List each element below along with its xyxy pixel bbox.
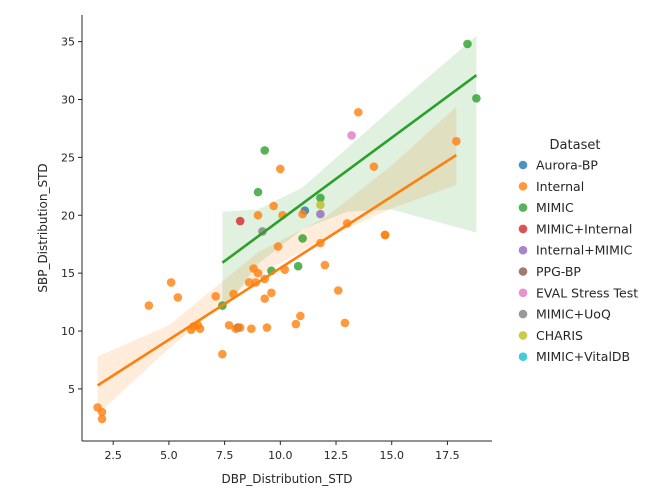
data-point-internal [166, 278, 176, 287]
y-tick-label: 20 [61, 209, 75, 222]
data-point-mimic [298, 234, 307, 243]
data-point-internal [262, 323, 272, 332]
data-point-mimic [260, 146, 270, 155]
legend-item-aurora-bp: Aurora-BP [518, 158, 598, 173]
data-point-internal [260, 294, 270, 303]
x-tick-label: 10.0 [268, 449, 293, 462]
y-axis-label: SBP_Distribution_STD [36, 163, 50, 292]
data-point-internal [269, 201, 278, 211]
data-point-charis [316, 200, 325, 210]
data-point-internal [276, 164, 285, 174]
data-point-internal [235, 323, 245, 332]
legend-label: MIMIC+VitalDB [536, 349, 630, 364]
data-point-internal [247, 324, 256, 334]
data-point-internal [320, 260, 330, 270]
legend-item-eval-stress-test: EVAL Stress Test [518, 285, 638, 300]
data-point-mimic [463, 39, 472, 49]
y-tick-label: 10 [61, 325, 75, 338]
data-point-internal [298, 209, 307, 219]
x-tick-label: 17.5 [435, 449, 460, 462]
data-point-eval-stress-test [347, 131, 356, 140]
data-point-internal [195, 324, 205, 334]
legend-label: Aurora-BP [536, 158, 598, 173]
y-tick-label: 5 [68, 383, 75, 396]
legend-marker [518, 331, 528, 340]
legend-label: Internal+MIMIC [536, 243, 633, 258]
data-point-internal [253, 210, 263, 220]
regression-line-mimic [221, 74, 478, 264]
legend-marker [518, 288, 528, 298]
data-point-internal [291, 319, 301, 329]
legend-label: EVAL Stress Test [536, 285, 638, 300]
data-point-internal [452, 136, 461, 146]
data-point-internal [296, 311, 305, 321]
legend-marker [518, 224, 528, 234]
data-point-internal [273, 242, 283, 251]
x-tick-label: 2.5 [104, 449, 122, 462]
data-point-internal [224, 320, 234, 330]
confidence-band-internal [97, 106, 457, 415]
data-point-mimic [472, 94, 481, 103]
legend-marker [518, 203, 528, 212]
plot-area [93, 35, 481, 424]
legend-label: MIMIC+Internal [536, 221, 632, 236]
y-tick-label: 25 [61, 151, 75, 164]
legend-item-internal-mimic: Internal+MIMIC [518, 243, 633, 258]
data-point-internal [144, 301, 154, 310]
y-tick-label: 35 [61, 36, 75, 49]
legend-item-ppg-bp: PPG-BP [518, 264, 581, 279]
x-tick-label: 15.0 [379, 449, 404, 462]
legend-label: MIMIC+UoQ [536, 307, 611, 322]
legend-item-mimic: MIMIC [518, 200, 574, 215]
legend-item-mimic-vitaldb: MIMIC+VitalDB [518, 349, 630, 364]
y-tick-label: 15 [61, 267, 75, 280]
x-tick-label: 12.5 [324, 449, 349, 462]
legend-item-charis: CHARIS [518, 328, 583, 343]
legend-title: Dataset [550, 138, 601, 153]
plot-clip-group [93, 35, 481, 424]
data-point-internal [380, 230, 390, 240]
legend-marker [518, 182, 528, 191]
data-point-internal [253, 268, 263, 278]
legend-marker [518, 245, 528, 255]
legend-marker [518, 309, 528, 319]
legend-item-internal: Internal [518, 179, 584, 194]
data-point-internal [173, 293, 183, 302]
data-point-internal [333, 286, 343, 295]
x-axis-label: DBP_Distribution_STD [222, 472, 353, 486]
x-tick-label: 5.0 [160, 449, 178, 462]
y-tick-label: 30 [61, 94, 75, 107]
x-tick-label: 7.5 [216, 449, 234, 462]
legend-label: Internal [536, 179, 584, 194]
axes: 2.5 5.0 7.5 10.0 12.5 15.0 17.5 5 10 15 20 25 30 35 [61, 15, 492, 462]
data-point-internal [340, 318, 350, 328]
data-point-mimic [293, 261, 303, 271]
data-point-mimic [316, 193, 325, 203]
data-point-mimic [253, 187, 263, 197]
legend-marker [518, 160, 528, 170]
data-point-internal-mimic [316, 209, 325, 219]
legend-marker [518, 267, 528, 276]
legend-item-mimic-internal: MIMIC+Internal [518, 221, 632, 236]
legend-label: PPG-BP [536, 264, 581, 279]
data-point-internal [218, 349, 227, 359]
legend: Dataset Aurora-BP Internal MIMIC MIMIC+Inte… [518, 138, 638, 364]
data-point-internal [97, 407, 107, 417]
regression-line-internal [96, 153, 458, 387]
legend-item-mimic-uoq: MIMIC+UoQ [518, 307, 611, 322]
data-point-internal [97, 414, 107, 424]
data-point-internal [244, 278, 254, 287]
data-point-internal [354, 107, 363, 117]
data-point-internal [267, 288, 276, 298]
data-point-internal [369, 162, 379, 171]
data-point-internal [211, 291, 220, 301]
confidence-band-mimic [222, 35, 477, 313]
legend-marker [518, 352, 528, 362]
legend-label: CHARIS [536, 328, 583, 343]
data-point-mimic-internal [235, 216, 245, 226]
legend-label: MIMIC [536, 200, 574, 215]
